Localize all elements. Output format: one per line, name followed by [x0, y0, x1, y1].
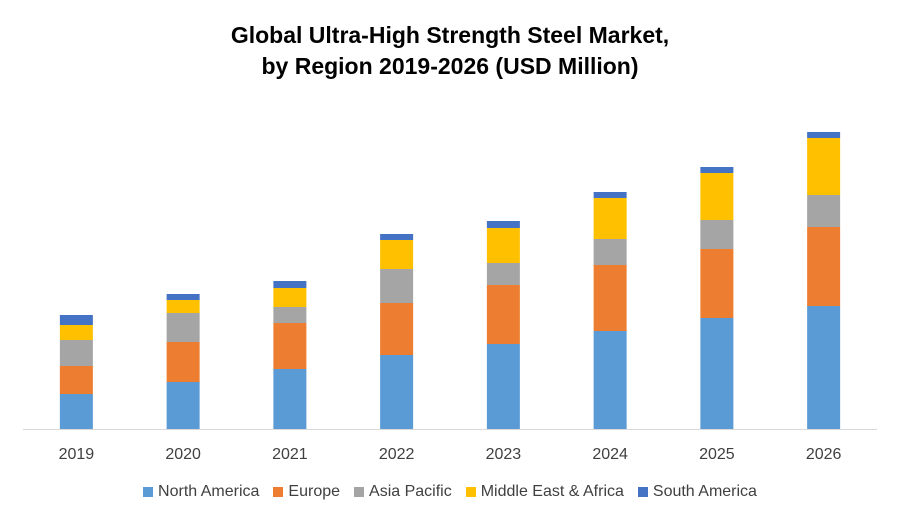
bar-segment-north-america-2021 — [273, 369, 307, 429]
bar-segment-middle-east-africa-2020 — [166, 300, 200, 313]
bar-segment-south-america-2024 — [593, 192, 627, 198]
bar-segment-asia-pacific-2021 — [273, 307, 307, 323]
legend-label: North America — [158, 483, 260, 500]
bar-segment-north-america-2024 — [593, 331, 627, 429]
bar-segment-middle-east-africa-2021 — [273, 288, 307, 307]
bar-segment-middle-east-africa-2024 — [593, 198, 627, 239]
title-line-1: Global Ultra-High Strength Steel Market, — [230, 22, 670, 48]
bar-segment-asia-pacific-2025 — [700, 220, 734, 249]
legend-label: Middle East & Africa — [480, 483, 624, 500]
bar-segment-asia-pacific-2024 — [593, 239, 627, 265]
x-tick-label: 2025 — [699, 446, 735, 463]
bar-segment-north-america-2023 — [486, 344, 520, 429]
bar-segment-middle-east-africa-2026 — [807, 138, 841, 195]
x-tick-label: 2024 — [592, 446, 628, 463]
legend-item: South America — [637, 483, 757, 501]
legend-item: Middle East & Africa — [465, 483, 624, 501]
legend-item: Europe — [273, 483, 340, 501]
bar-segment-middle-east-africa-2022 — [380, 240, 414, 269]
bar-segment-europe-2020 — [166, 342, 200, 382]
bar-segment-south-america-2023 — [486, 221, 520, 228]
x-tick-label: 2023 — [486, 446, 522, 463]
bar-segment-middle-east-africa-2025 — [700, 173, 734, 220]
bar-segment-europe-2023 — [486, 285, 520, 344]
bar-segment-europe-2024 — [593, 265, 627, 331]
x-tick-label: 2026 — [806, 446, 842, 463]
bar-segment-europe-2021 — [273, 323, 307, 369]
chart-title: Global Ultra-High Strength Steel Market,… — [0, 20, 900, 82]
title-line-2: by Region 2019-2026 (USD Million) — [261, 53, 639, 79]
bar-segment-south-america-2022 — [380, 234, 414, 240]
legend-swatch — [273, 487, 284, 497]
bar-segment-north-america-2026 — [807, 306, 841, 429]
legend-swatch — [465, 487, 476, 497]
bar-segment-asia-pacific-2022 — [380, 269, 414, 303]
bar-segment-europe-2019 — [59, 366, 93, 394]
bar-segment-europe-2026 — [807, 227, 841, 306]
legend-label: Asia Pacific — [369, 483, 452, 500]
bar-segment-europe-2022 — [380, 303, 414, 355]
x-tick-label: 2022 — [379, 446, 415, 463]
x-tick-label: 2020 — [165, 446, 201, 463]
legend-item: Asia Pacific — [354, 483, 452, 501]
x-tick-label: 2021 — [272, 446, 308, 463]
legend-swatch — [637, 487, 648, 497]
bar-segment-south-america-2019 — [59, 315, 93, 325]
legend-swatch — [143, 487, 154, 497]
bar-segment-europe-2025 — [700, 249, 734, 318]
bar-segment-asia-pacific-2026 — [807, 195, 841, 227]
x-tick-label: 2019 — [59, 446, 95, 463]
bar-segment-south-america-2020 — [166, 294, 200, 300]
bar-segment-south-america-2026 — [807, 132, 841, 138]
bar-segment-asia-pacific-2020 — [166, 313, 200, 342]
legend-label: South America — [652, 483, 757, 500]
bar-segment-asia-pacific-2023 — [486, 263, 520, 285]
bar-segment-north-america-2020 — [166, 382, 200, 429]
legend: North America Europe Asia Pacific Middle Ea… — [0, 483, 900, 501]
bar-segment-north-america-2022 — [380, 355, 414, 429]
legend-swatch — [354, 487, 365, 497]
bar-segment-asia-pacific-2019 — [59, 340, 93, 366]
bar-segment-middle-east-africa-2019 — [59, 325, 93, 340]
bar-segment-north-america-2025 — [700, 318, 734, 429]
bar-segment-north-america-2019 — [59, 394, 93, 429]
bar-segment-south-america-2021 — [273, 281, 307, 288]
legend-item: North America — [143, 483, 259, 501]
bar-segment-middle-east-africa-2023 — [486, 228, 520, 263]
bar-segment-south-america-2025 — [700, 167, 734, 173]
legend-label: Europe — [288, 483, 341, 500]
